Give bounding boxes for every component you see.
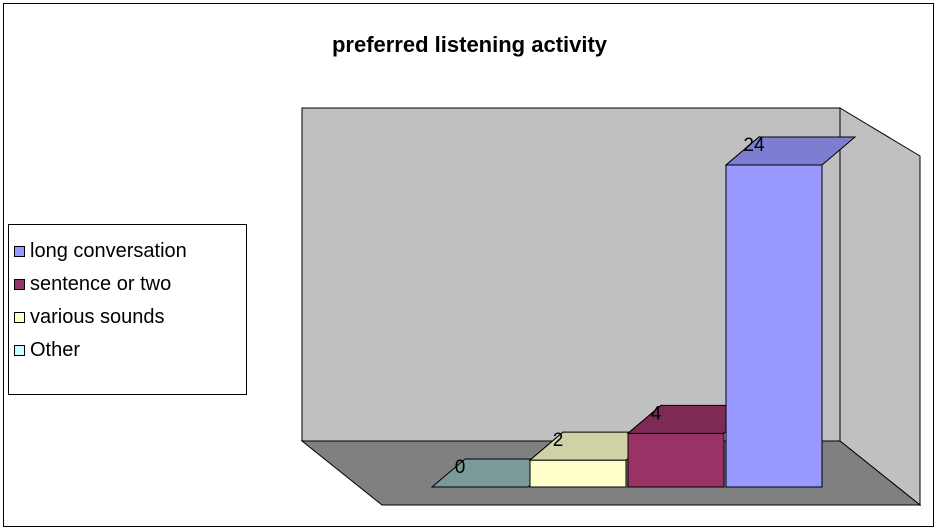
legend-label: Other [30, 339, 81, 361]
legend-item: long conversation [9, 235, 246, 268]
data-label: 2 [553, 430, 564, 451]
legend-label: long conversation [30, 240, 187, 262]
plot-side-wall [839, 107, 921, 507]
chart-title: preferred listening activity [331, 32, 608, 57]
bar-group [430, 135, 857, 489]
legend-swatch [14, 279, 25, 290]
legend-item: Other [9, 334, 246, 367]
data-label: 24 [743, 135, 765, 156]
bar-front [627, 432, 725, 488]
legend-swatch [14, 246, 25, 257]
legend-item: various sounds [9, 301, 246, 334]
legend-item: sentence or two [9, 268, 246, 301]
bar-long-conversation [724, 135, 857, 489]
legend-label: various sounds [30, 306, 165, 328]
data-label: 0 [455, 457, 466, 478]
data-label: 4 [651, 403, 662, 424]
legend-swatch [14, 345, 25, 356]
legend: long conversation sentence or two variou… [8, 224, 247, 395]
legend-swatch [14, 312, 25, 323]
bar-front [529, 459, 627, 488]
bar-various-sounds [528, 431, 661, 489]
bar-front [725, 164, 823, 488]
bar-sentence-or-two [626, 404, 759, 489]
bar-top [724, 136, 857, 166]
legend-label: sentence or two [30, 273, 172, 295]
